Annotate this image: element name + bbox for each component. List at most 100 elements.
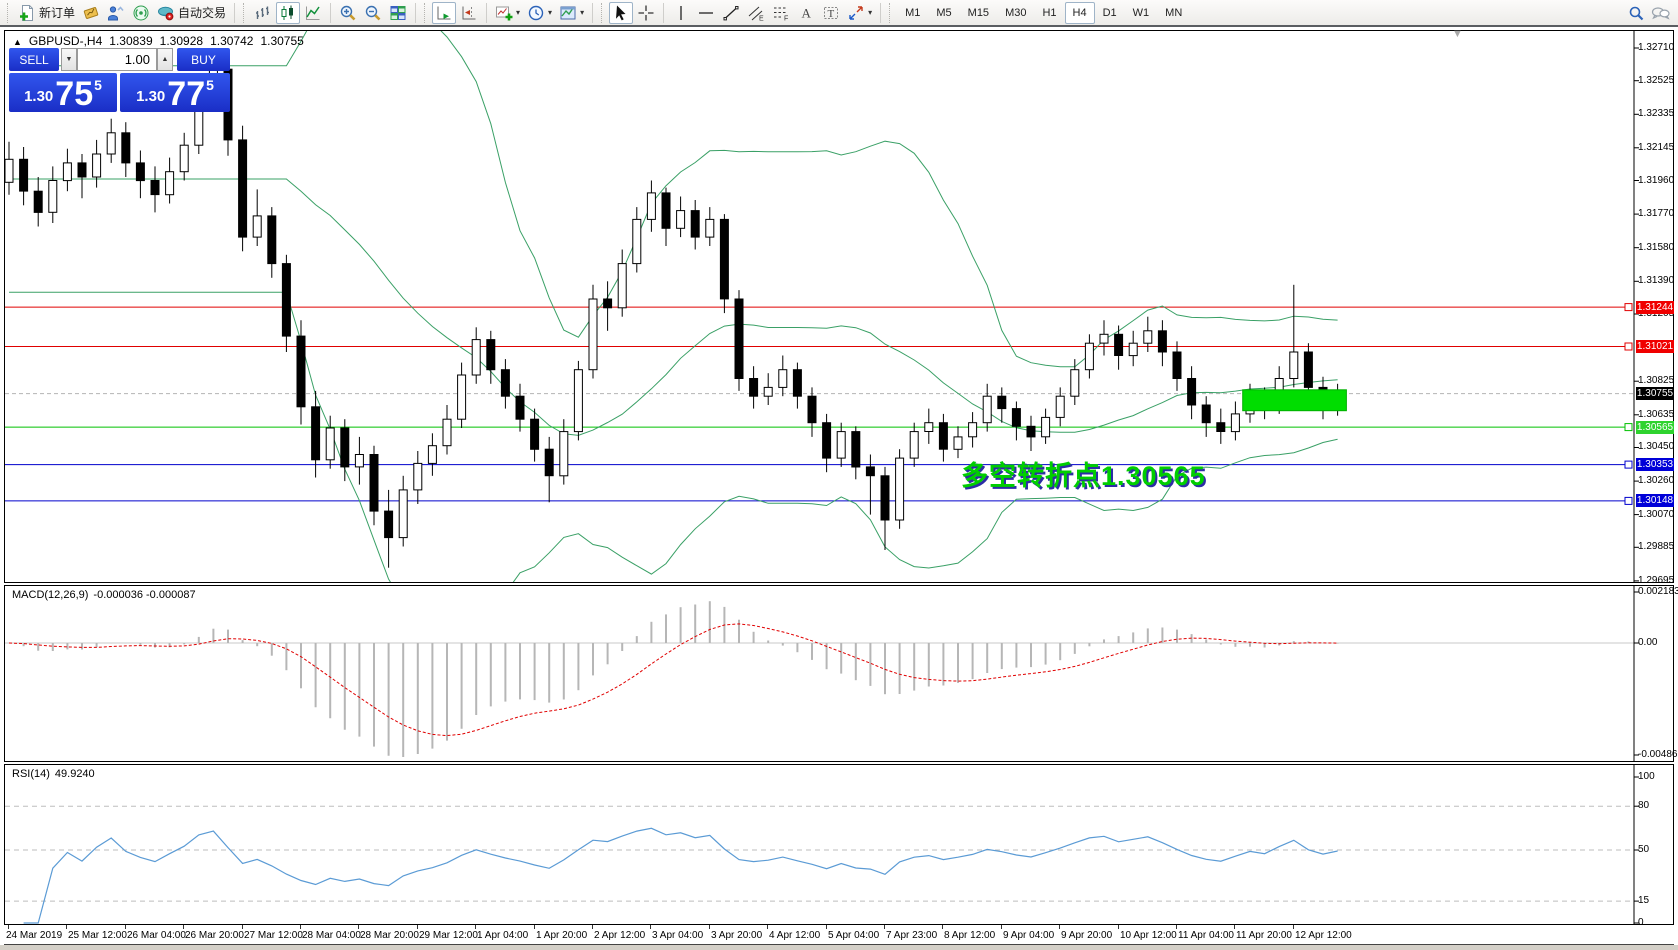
zoom-in-button[interactable] [336,2,360,24]
chart-shift-icon [462,6,476,19]
zoom-in-icon [340,5,356,20]
equidistant-channel-button[interactable]: E [744,2,768,24]
time-axis-label: 11 Apr 20:00 [1236,930,1292,941]
cursor-icon [616,5,626,20]
signals-button[interactable] [129,2,153,24]
buy-price[interactable]: 1.30 77 5 [120,73,230,112]
dropdown-caret-icon: ▾ [548,8,553,17]
time-axis-tick [1001,925,1002,929]
svg-text:T: T [828,8,835,20]
collapse-chart-icon[interactable]: ▲ [13,37,22,47]
zoom-out-button[interactable] [361,2,385,24]
auto-scroll-icon [437,6,451,19]
price-axis-tick-label: 1.30825 [1638,375,1675,386]
price-axis-tick-label: 1.32335 [1638,108,1675,119]
arrows-button[interactable]: ▾ [844,2,875,24]
text-icon: A [802,5,812,20]
sell-button[interactable]: SELL [9,48,59,71]
text-label-button[interactable]: T [819,2,843,24]
tf-button-MN[interactable]: MN [1165,6,1183,19]
periods-button[interactable]: ▾ [524,2,555,24]
time-axis-tick [709,925,710,929]
templates-button[interactable]: ▾ [556,2,587,24]
volume-input[interactable] [77,48,157,71]
sell-price[interactable]: 1.30 75 5 [9,73,117,112]
fibonacci-button[interactable]: F [769,2,793,24]
signals-icon [133,5,149,20]
search-button[interactable] [1624,2,1648,24]
tf-button-D1[interactable]: D1 [1102,6,1117,19]
price-axis-tick-label: 1.31580 [1638,242,1675,253]
tf-button-M5[interactable]: M5 [936,6,952,19]
toolbar-grip[interactable] [243,2,247,23]
horizontal-line-button[interactable] [694,2,718,24]
autotrading-button[interactable]: 自动交易 [154,2,229,24]
cursor-button[interactable] [609,1,634,24]
tf-button-H1[interactable]: H1 [1042,6,1057,19]
crosshair-button[interactable] [634,2,658,24]
main-chart-canvas[interactable] [5,31,1673,582]
chart-shift-button[interactable] [457,2,481,24]
vertical-line-icon [680,5,682,20]
rsi-canvas[interactable] [5,765,1673,924]
market-watch-button[interactable] [79,2,103,24]
chart-annotation-text[interactable]: 多空转折点1.30565 [961,461,1206,491]
time-axis-tick [534,925,535,929]
price-axis-tick-label: 1.30070 [1638,509,1675,520]
time-axis-tick [592,925,593,929]
price-axis-tick-label: 1.32525 [1638,75,1675,86]
toolbar-grip[interactable] [601,2,605,23]
chart-end-marker-icon[interactable]: ▼ [1452,28,1463,40]
trendline-button[interactable] [719,2,743,24]
line-chart-button[interactable] [301,2,325,24]
rsi-axis-tick-label: 15 [1638,895,1650,906]
toolbar-separator [486,2,488,23]
tf-button-W1[interactable]: W1 [1132,6,1150,19]
tf-button-M30[interactable]: M30 [1005,6,1027,19]
toolbar-grip[interactable] [7,2,11,23]
trendline-icon [723,5,739,20]
time-axis-tick [1234,925,1235,929]
toolbar-grip[interactable] [424,2,428,23]
time-axis-tick [242,925,243,929]
time-axis-tick [358,925,359,929]
rsi-axis-tick-label: 0 [1638,917,1644,928]
time-axis-label: 2 Apr 12:00 [594,930,646,941]
time-axis-label: 7 Apr 23:00 [886,930,938,941]
price-axis-tick-label: 1.30635 [1638,409,1675,420]
svg-text:A: A [802,5,812,20]
tile-windows-button[interactable] [386,2,410,24]
new-order-button[interactable]: 新订单 [15,2,78,24]
bar-chart-button[interactable] [251,2,275,24]
text-label-icon: T [824,6,839,20]
vertical-line-button[interactable] [669,2,693,24]
indicators-button[interactable]: ▾ [492,2,523,24]
time-axis-tick [1059,925,1060,929]
text-button[interactable]: A [794,2,818,24]
new-order-label: 新订单 [39,6,76,20]
buy-button[interactable]: BUY [177,48,230,71]
auto-scroll-button[interactable] [432,1,457,24]
candlestick-chart-button[interactable] [276,1,301,24]
price-axis-tick-label: 1.29885 [1638,541,1675,552]
toolbar-grip[interactable] [889,2,893,23]
navigator-button[interactable] [104,2,128,24]
toolbar-separator [663,2,665,23]
macd-canvas[interactable] [5,586,1673,761]
toolbar: 新订单 [0,0,1678,27]
tf-button-M15[interactable]: M15 [967,6,990,19]
candlestick-chart-icon [281,5,294,20]
tf-button-H4[interactable]: H4 [1064,1,1095,24]
time-axis-tick [475,925,476,929]
volume-decrease-button[interactable]: ▼ [61,48,77,71]
time-axis[interactable]: 24 Mar 2019 25 Mar 12:00 26 Mar 04:00 26 Ma… [4,925,1674,945]
buy-price-main: 77 [167,75,206,114]
crosshair-icon [638,5,654,20]
time-axis-tick [1176,925,1177,929]
tf-button-M1[interactable]: M1 [905,6,921,19]
time-axis-tick [417,925,418,929]
chat-button[interactable] [1648,2,1674,24]
time-axis-label: 9 Apr 04:00 [1003,930,1055,941]
volume-increase-button[interactable]: ▲ [157,48,173,71]
